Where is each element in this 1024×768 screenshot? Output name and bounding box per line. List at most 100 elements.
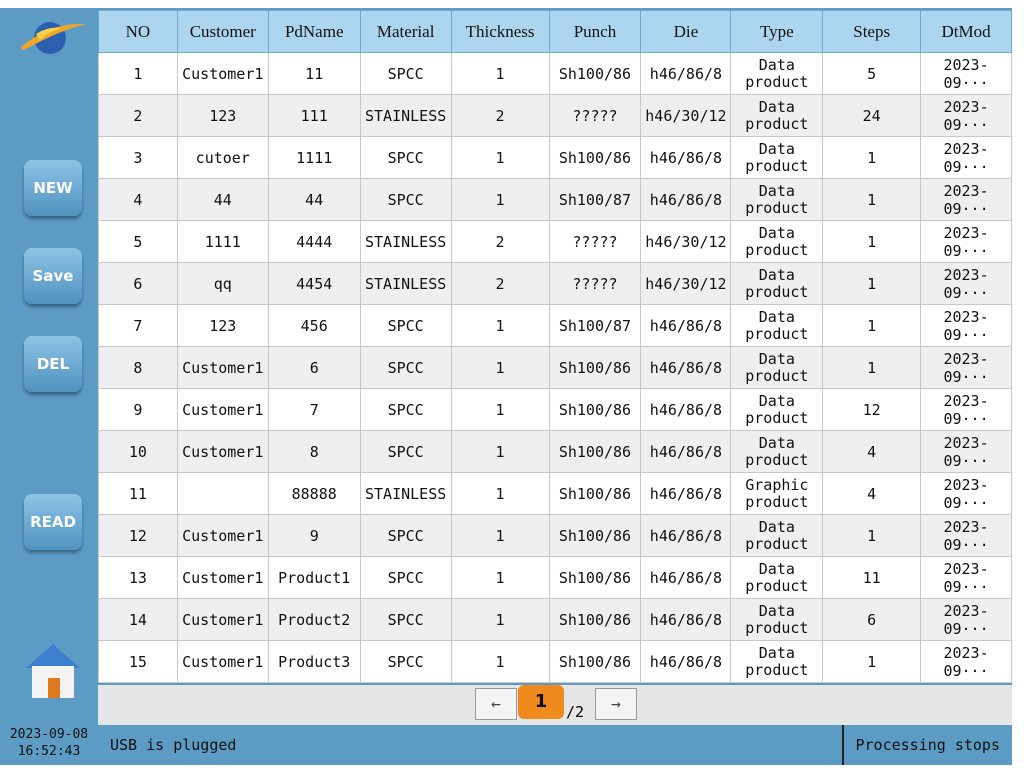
table-cell: 4454 xyxy=(267,262,361,305)
table-cell: 1 xyxy=(450,430,550,473)
table-cell: 1 xyxy=(822,514,922,557)
column-header: Type xyxy=(730,10,824,53)
table-cell: 123 xyxy=(176,304,269,347)
table-cell: 1 xyxy=(450,388,550,431)
table-cell: 3 xyxy=(98,136,178,179)
table-cell: 1 xyxy=(822,640,922,683)
header-row: NO Customer PdName Material Thickness Punch Di… xyxy=(98,10,1012,53)
table-cell: Data product xyxy=(730,94,824,137)
table-cell: h46/86/8 xyxy=(640,472,732,515)
table-row[interactable]: 6 qq 4454 STAINLESS 2????? h46/30/12 Data prod… xyxy=(98,262,1012,305)
save-button[interactable]: Save xyxy=(24,248,82,304)
type-text: Data product xyxy=(745,517,809,553)
delete-button[interactable]: DEL xyxy=(24,336,82,392)
table-cell: 1 xyxy=(450,346,550,389)
table-cell: SPCC xyxy=(359,346,452,389)
table-cell: h46/86/8 xyxy=(640,598,732,641)
table-cell: h46/30/12 xyxy=(640,94,732,137)
table-row[interactable]: 8 Customer1 6 SPCC 1 Sh100/86 h46/86/8 Data pro… xyxy=(98,346,1012,389)
table-row[interactable]: 2 123 111 STAINLESS 2????? h46/30/12 Data prod… xyxy=(98,94,1012,137)
type-text: Data product xyxy=(745,601,809,637)
table-row[interactable]: 10 Customer1 8 SPCC 1 Sh100/86 h46/86/8 Data pr… xyxy=(98,430,1012,473)
table-row[interactable]: 15 Customer1 Product3 SPCC 1 Sh100/86 h46/86/8… xyxy=(98,640,1012,683)
table-cell: 2023-09··· xyxy=(920,178,1012,221)
table-cell: Data product xyxy=(730,52,824,95)
table-cell: 1 xyxy=(450,472,550,515)
table-row[interactable]: 3 cutoer 1111 SPCC 1 Sh100/86 h46/86/8 Data pro… xyxy=(98,136,1012,179)
home-icon[interactable] xyxy=(18,638,88,702)
table-cell: Sh100/87 xyxy=(548,178,642,221)
type-text: Data product xyxy=(745,265,809,301)
new-button[interactable]: NEW xyxy=(24,160,82,216)
type-text: Data product xyxy=(745,307,809,343)
table-cell: SPCC xyxy=(359,304,452,347)
table-cell: 123 xyxy=(176,94,269,137)
table-cell: h46/86/8 xyxy=(640,52,732,95)
table-cell: SPCC xyxy=(359,52,452,95)
table-cell: 14 xyxy=(98,598,178,641)
table-cell: 10 xyxy=(98,430,178,473)
table-cell: 2023-09··· xyxy=(920,556,1012,599)
table-cell: SPCC xyxy=(359,598,452,641)
table-cell: ????? xyxy=(548,262,642,305)
table-row[interactable]: 4 44 44 SPCC 1 Sh100/87 h46/86/8 Data product 1 2… xyxy=(98,178,1012,221)
column-header: Punch xyxy=(548,10,642,53)
type-text: Graphic product xyxy=(745,475,809,511)
total-pages: /2 xyxy=(566,703,585,721)
table-cell: 11 xyxy=(267,52,361,95)
type-text: Data product xyxy=(745,181,809,217)
table-cell: SPCC xyxy=(359,388,452,431)
table-cell: Customer1 xyxy=(176,430,269,473)
read-button[interactable]: READ xyxy=(24,494,82,550)
table-cell: 2023-09··· xyxy=(920,514,1012,557)
table-cell: Sh100/86 xyxy=(548,598,642,641)
table-cell: 2023-09··· xyxy=(920,304,1012,347)
table-cell: Sh100/86 xyxy=(548,136,642,179)
prev-page[interactable]: ← xyxy=(475,688,517,720)
column-header: DtMod xyxy=(920,10,1012,53)
table-cell: Sh100/86 xyxy=(548,430,642,473)
table-cell: ????? xyxy=(548,94,642,137)
type-text: Data product xyxy=(745,349,809,385)
table-row[interactable]: 7 123 456 SPCC 1 Sh100/87 h46/86/8 Data product… xyxy=(98,304,1012,347)
table-cell: 111 xyxy=(267,94,361,137)
table-row[interactable]: 13 Customer1 Product1 SPCC 1 Sh100/86 h46/86/8… xyxy=(98,556,1012,599)
table-cell: 2 xyxy=(450,94,550,137)
table-cell: STAINLESS xyxy=(359,472,452,515)
table-cell: 9 xyxy=(98,388,178,431)
current-page: 1 xyxy=(518,685,564,719)
table-cell: Sh100/86 xyxy=(548,388,642,431)
table-cell: SPCC xyxy=(359,556,452,599)
table-row[interactable]: 1 Customer1 11 SPCC 1 Sh100/86 h46/86/8 Data pr… xyxy=(98,52,1012,95)
table-cell: Customer1 xyxy=(176,346,269,389)
table-cell: Customer1 xyxy=(176,52,269,95)
table-cell: 2023-09··· xyxy=(920,136,1012,179)
table-cell: 2 xyxy=(450,220,550,263)
table-row[interactable]: 12 Customer1 9 SPCC 1 Sh100/86 h46/86/8 Data pr… xyxy=(98,514,1012,557)
table-row[interactable]: 5 1111 4444 STAINLESS 2????? h46/30/12 Data pr… xyxy=(98,220,1012,263)
table-cell: 1 xyxy=(450,52,550,95)
column-header: Customer xyxy=(176,10,269,53)
table-cell: 1 xyxy=(822,220,922,263)
table-cell: 7 xyxy=(267,388,361,431)
table-cell: Sh100/86 xyxy=(548,640,642,683)
type-text: Data product xyxy=(745,55,809,91)
table-cell: 2023-09··· xyxy=(920,52,1012,95)
table-row[interactable]: 14 Customer1 Product2 SPCC 1 Sh100/86 h46/86/8… xyxy=(98,598,1012,641)
table-cell: 1 xyxy=(822,304,922,347)
type-text: Data product xyxy=(745,433,809,469)
table-row[interactable]: 11 88888 STAINLESS 1 Sh100/86 h46/86/8 Graphic… xyxy=(98,472,1012,515)
table-cell: h46/86/8 xyxy=(640,304,732,347)
table-cell: Data product xyxy=(730,346,824,389)
type-text: Data product xyxy=(745,559,809,595)
table-row[interactable]: 9 Customer1 7 SPCC 1 Sh100/86 h46/86/8 Data pro… xyxy=(98,388,1012,431)
next-page[interactable]: → xyxy=(595,688,637,720)
table-cell: h46/86/8 xyxy=(640,514,732,557)
table-cell: Customer1 xyxy=(176,388,269,431)
type-text: Data product xyxy=(745,139,809,175)
table-cell: 4 xyxy=(822,472,922,515)
table-cell: 11 xyxy=(822,556,922,599)
sidebar: NEW Save DEL READ 2023-09-08 16:52:43 xyxy=(0,8,98,765)
table-cell: 2023-09··· xyxy=(920,220,1012,263)
table-cell: 4444 xyxy=(267,220,361,263)
